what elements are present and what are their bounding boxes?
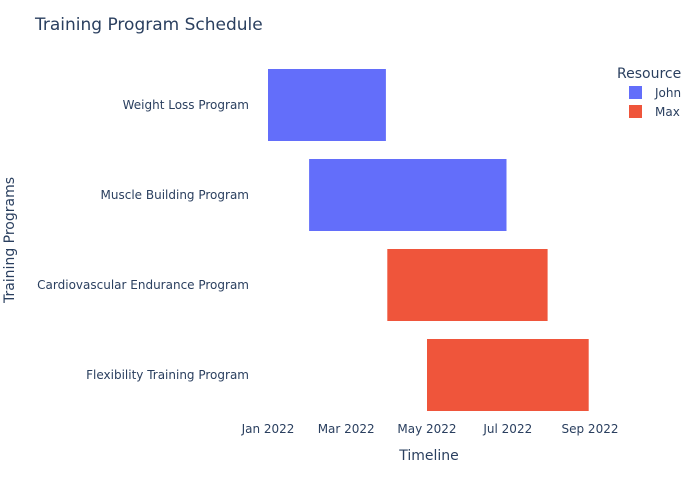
x-tick-label: Jul 2022 <box>482 422 532 436</box>
y-tick-label: Cardiovascular Endurance Program <box>37 278 249 292</box>
x-tick-label: Sep 2022 <box>562 422 619 436</box>
gantt-bar <box>268 69 386 141</box>
legend-label[interactable]: Max <box>655 105 680 119</box>
legend-label[interactable]: John <box>654 86 681 100</box>
gantt-bar <box>309 159 507 231</box>
y-tick-label: Weight Loss Program <box>123 98 249 112</box>
legend-swatch[interactable] <box>629 105 642 118</box>
x-tick-label: Jan 2022 <box>241 422 295 436</box>
y-tick-label: Muscle Building Program <box>101 188 249 202</box>
legend: Resource John Max <box>617 66 681 119</box>
x-tick-label: Mar 2022 <box>318 422 375 436</box>
bars-layer <box>268 69 589 411</box>
chart-title: Training Program Schedule <box>34 15 263 35</box>
y-axis-title: Training Programs <box>2 177 18 304</box>
x-axis-title: Timeline <box>398 448 459 464</box>
y-tick-labels: Weight Loss Program Muscle Building Progr… <box>37 98 249 382</box>
gantt-bar <box>427 339 589 411</box>
legend-title: Resource <box>617 66 681 82</box>
gantt-bar <box>387 249 548 321</box>
x-tick-label: May 2022 <box>397 422 456 436</box>
legend-swatch[interactable] <box>629 86 642 99</box>
y-tick-label: Flexibility Training Program <box>86 368 249 382</box>
x-tick-labels: Jan 2022 Mar 2022 May 2022 Jul 2022 Sep 2022 <box>241 422 619 436</box>
